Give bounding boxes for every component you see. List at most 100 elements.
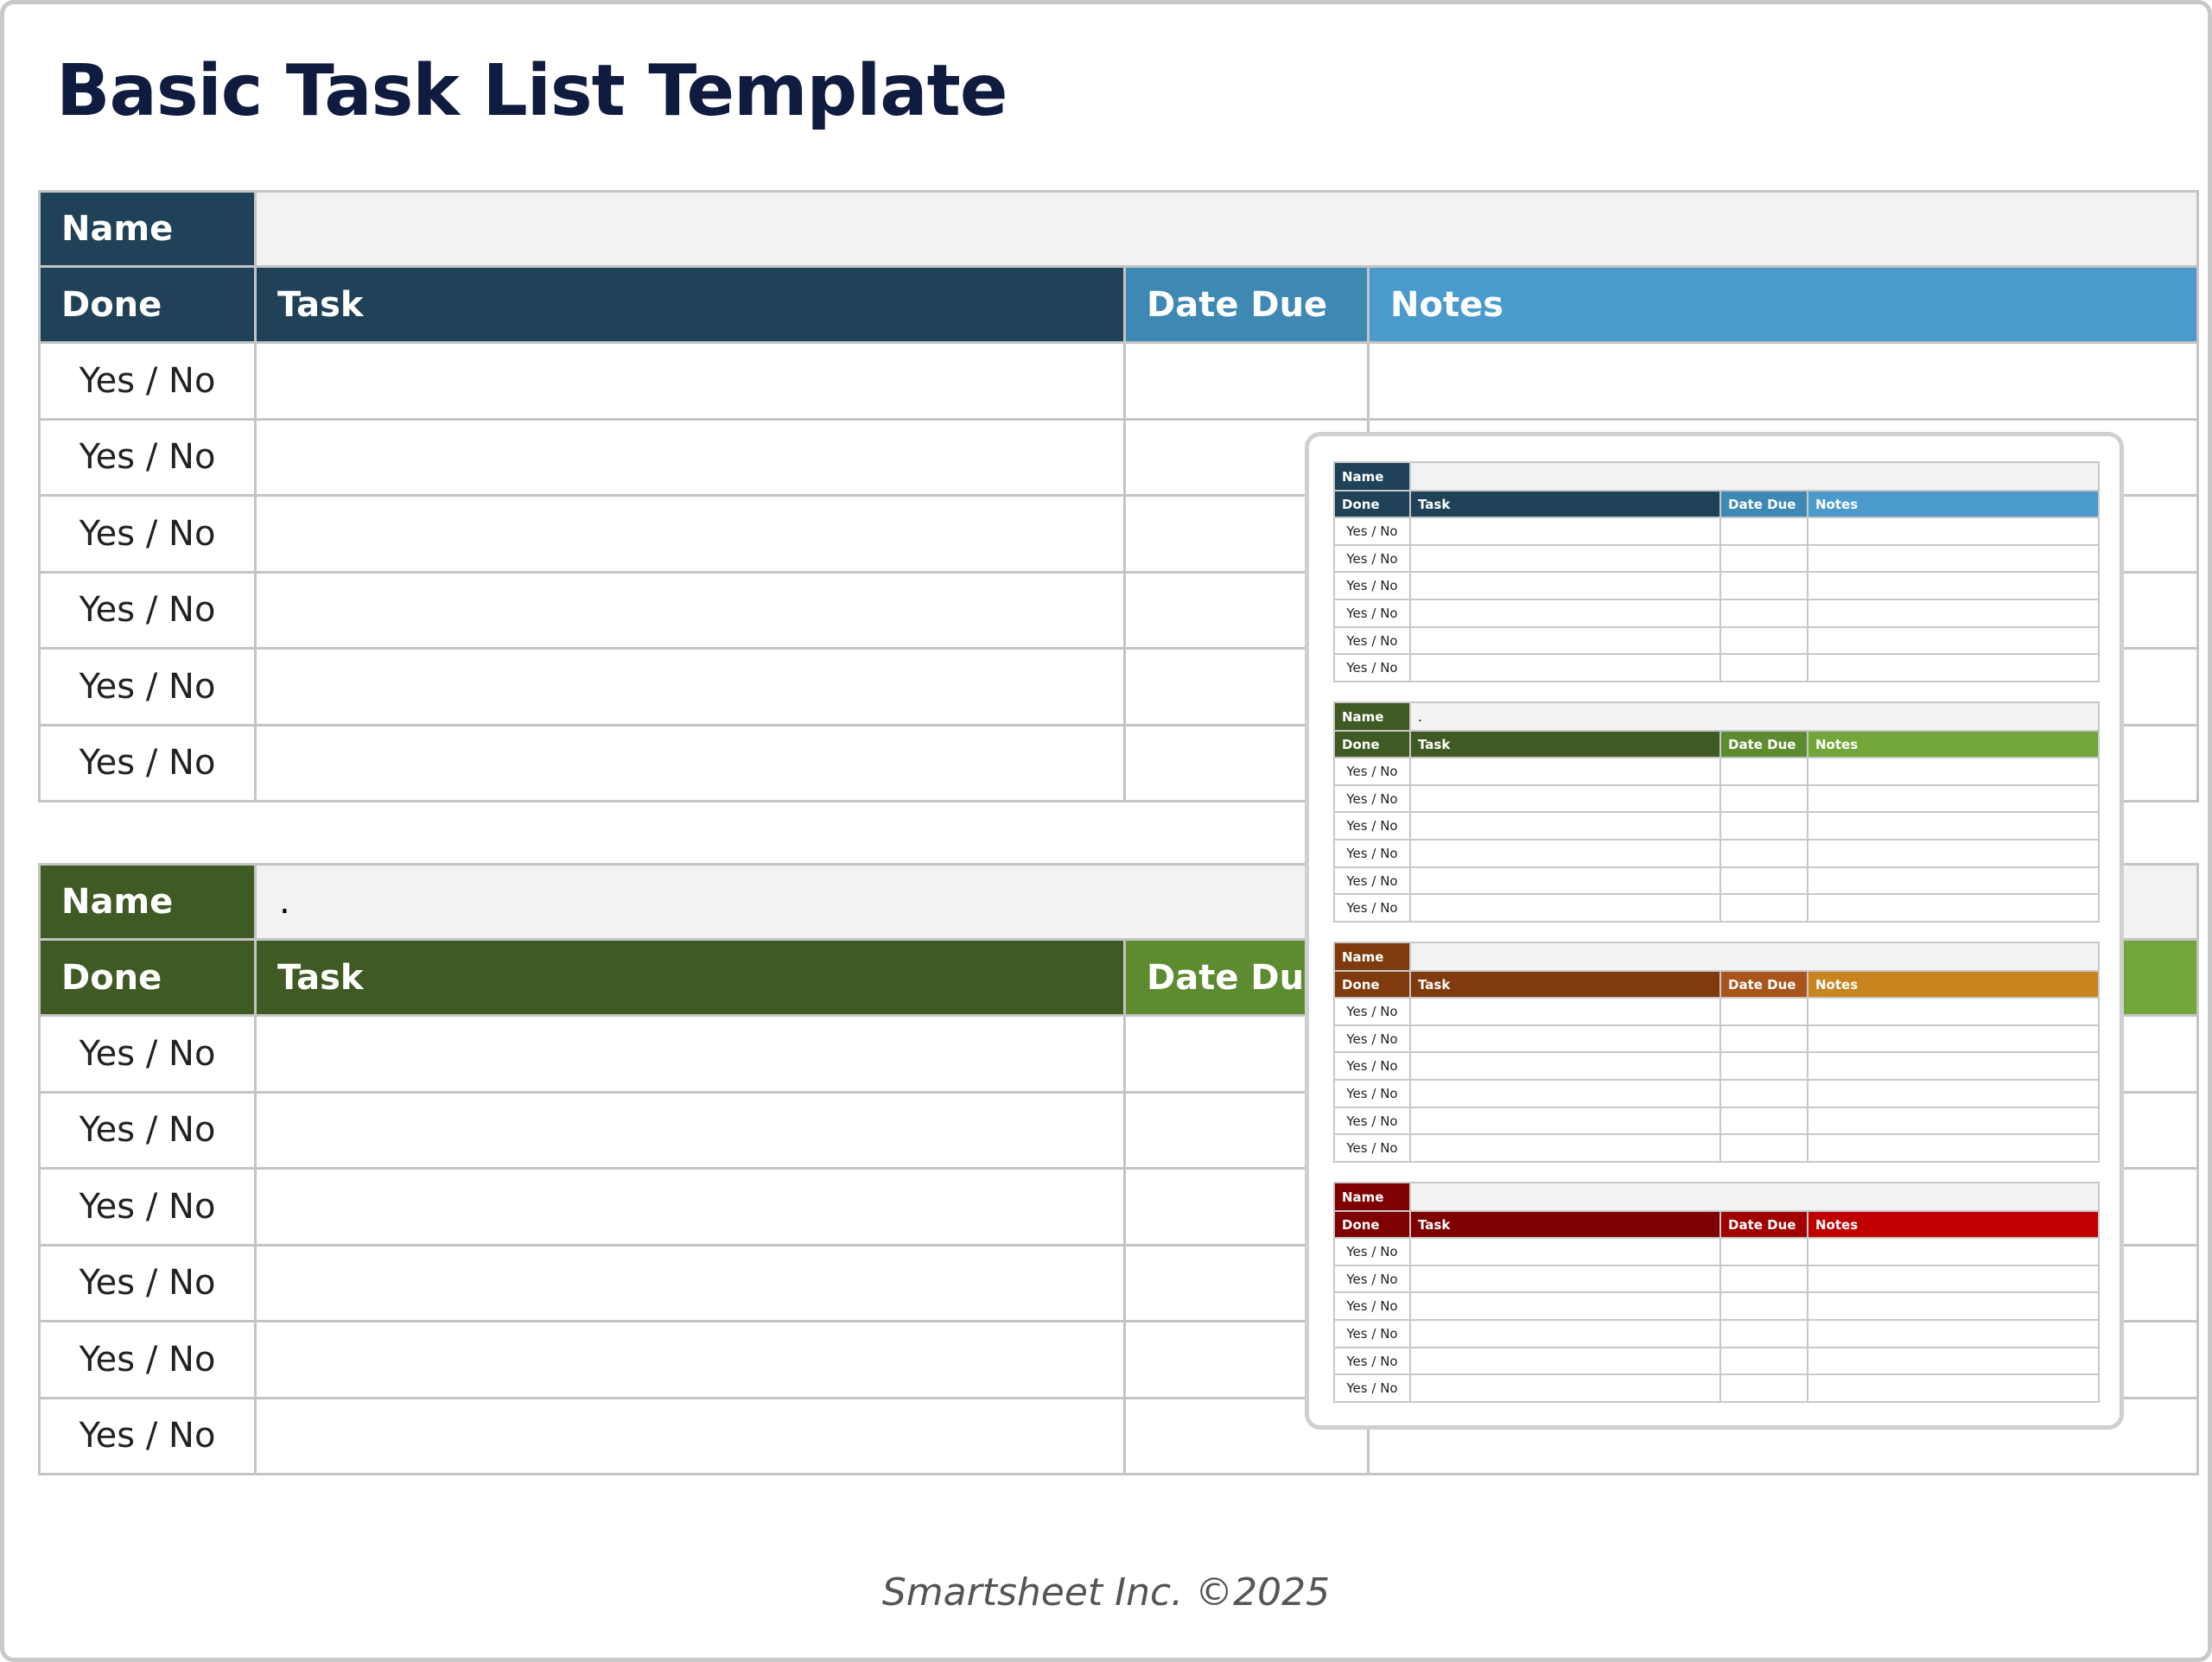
done-cell[interactable]: Yes / No — [1333, 1346, 1411, 1376]
task-cell[interactable] — [254, 1167, 1126, 1246]
date-due-cell[interactable] — [1719, 1051, 1808, 1082]
done-cell[interactable]: Yes / No — [1333, 625, 1411, 656]
notes-cell[interactable] — [1367, 341, 2199, 421]
task-cell[interactable] — [1409, 543, 1721, 574]
notes-cell[interactable] — [1807, 625, 2100, 656]
name-field[interactable] — [1409, 942, 2100, 972]
done-cell[interactable]: Yes / No — [1333, 893, 1411, 923]
task-cell[interactable] — [1409, 893, 1721, 923]
date-due-cell[interactable] — [1719, 839, 1808, 868]
task-cell[interactable] — [254, 1243, 1126, 1323]
done-cell[interactable]: Yes / No — [1333, 1291, 1411, 1322]
done-cell[interactable]: Yes / No — [1333, 997, 1411, 1026]
done-cell[interactable]: Yes / No — [1333, 543, 1411, 574]
done-cell[interactable]: Yes / No — [38, 417, 257, 497]
done-cell[interactable]: Yes / No — [38, 494, 257, 574]
done-cell[interactable]: Yes / No — [1333, 1051, 1411, 1082]
notes-cell[interactable] — [1807, 543, 2100, 574]
notes-cell[interactable] — [1807, 571, 2100, 601]
task-cell[interactable] — [1409, 625, 1721, 656]
done-cell[interactable]: Yes / No — [1333, 1319, 1411, 1348]
done-cell[interactable]: Yes / No — [1333, 757, 1411, 786]
date-due-cell[interactable] — [1719, 571, 1808, 601]
done-cell[interactable]: Yes / No — [1333, 839, 1411, 868]
notes-cell[interactable] — [1807, 1051, 2100, 1082]
done-cell[interactable]: Yes / No — [1333, 1264, 1411, 1294]
notes-cell[interactable] — [1807, 997, 2100, 1026]
task-cell[interactable] — [1409, 1264, 1721, 1294]
task-cell[interactable] — [1409, 1291, 1721, 1322]
done-cell[interactable]: Yes / No — [38, 1167, 257, 1246]
task-cell[interactable] — [1409, 1079, 1721, 1108]
done-cell[interactable]: Yes / No — [38, 1014, 257, 1094]
task-cell[interactable] — [254, 723, 1126, 802]
task-cell[interactable] — [254, 1014, 1126, 1094]
notes-cell[interactable] — [1807, 839, 2100, 868]
notes-cell[interactable] — [1807, 599, 2100, 628]
task-cell[interactable] — [1409, 811, 1721, 841]
notes-cell[interactable] — [1807, 866, 2100, 896]
task-cell[interactable] — [1409, 1051, 1721, 1082]
done-cell[interactable]: Yes / No — [38, 1090, 257, 1170]
date-due-cell[interactable] — [1719, 757, 1808, 786]
date-due-cell[interactable] — [1719, 1264, 1808, 1294]
done-cell[interactable]: Yes / No — [1333, 1079, 1411, 1108]
task-cell[interactable] — [254, 647, 1126, 726]
date-due-cell[interactable] — [1719, 1319, 1808, 1348]
date-due-cell[interactable] — [1719, 1024, 1808, 1054]
done-cell[interactable]: Yes / No — [38, 647, 257, 726]
task-cell[interactable] — [254, 494, 1126, 574]
done-cell[interactable]: Yes / No — [1333, 1133, 1411, 1164]
date-due-cell[interactable] — [1719, 783, 1808, 814]
notes-cell[interactable] — [1807, 653, 2100, 683]
task-cell[interactable] — [1409, 783, 1721, 814]
done-cell[interactable]: Yes / No — [1333, 599, 1411, 628]
notes-cell[interactable] — [1807, 1319, 2100, 1348]
task-cell[interactable] — [254, 1090, 1126, 1170]
done-cell[interactable]: Yes / No — [38, 1396, 257, 1475]
date-due-cell[interactable] — [1719, 543, 1808, 574]
task-cell[interactable] — [1409, 599, 1721, 628]
done-cell[interactable]: Yes / No — [1333, 1106, 1411, 1136]
done-cell[interactable]: Yes / No — [1333, 653, 1411, 683]
notes-cell[interactable] — [1807, 1291, 2100, 1322]
notes-cell[interactable] — [1807, 1106, 2100, 1136]
notes-cell[interactable] — [1807, 1264, 2100, 1294]
task-cell[interactable] — [254, 1320, 1126, 1399]
task-cell[interactable] — [1409, 653, 1721, 683]
date-due-cell[interactable] — [1719, 893, 1808, 923]
done-cell[interactable]: Yes / No — [1333, 811, 1411, 841]
task-cell[interactable] — [1409, 1024, 1721, 1054]
task-cell[interactable] — [1409, 1346, 1721, 1376]
notes-cell[interactable] — [1807, 811, 2100, 841]
name-field[interactable] — [1409, 1182, 2100, 1212]
done-cell[interactable]: Yes / No — [1333, 571, 1411, 601]
task-cell[interactable] — [254, 341, 1126, 421]
notes-cell[interactable] — [1807, 783, 2100, 814]
task-cell[interactable] — [1409, 1133, 1721, 1164]
done-cell[interactable]: Yes / No — [38, 1243, 257, 1323]
task-cell[interactable] — [1409, 1237, 1721, 1266]
notes-cell[interactable] — [1807, 893, 2100, 923]
date-due-cell[interactable] — [1719, 866, 1808, 896]
notes-cell[interactable] — [1807, 1237, 2100, 1266]
name-field[interactable] — [1409, 461, 2100, 492]
done-cell[interactable]: Yes / No — [38, 341, 257, 421]
notes-cell[interactable] — [1807, 1373, 2100, 1404]
date-due-cell[interactable] — [1719, 517, 1808, 546]
name-field[interactable]: . — [1409, 701, 2100, 732]
task-cell[interactable] — [254, 570, 1126, 650]
date-due-cell[interactable] — [1719, 1079, 1808, 1108]
task-cell[interactable] — [1409, 997, 1721, 1026]
task-cell[interactable] — [1409, 1106, 1721, 1136]
date-due-cell[interactable] — [1719, 1133, 1808, 1164]
notes-cell[interactable] — [1807, 1079, 2100, 1108]
notes-cell[interactable] — [1807, 1133, 2100, 1164]
task-cell[interactable] — [254, 1396, 1126, 1475]
task-cell[interactable] — [1409, 839, 1721, 868]
date-due-cell[interactable] — [1719, 1291, 1808, 1322]
date-due-cell[interactable] — [1719, 811, 1808, 841]
date-due-cell[interactable] — [1719, 1346, 1808, 1376]
date-due-cell[interactable] — [1123, 341, 1370, 421]
done-cell[interactable]: Yes / No — [1333, 1373, 1411, 1404]
